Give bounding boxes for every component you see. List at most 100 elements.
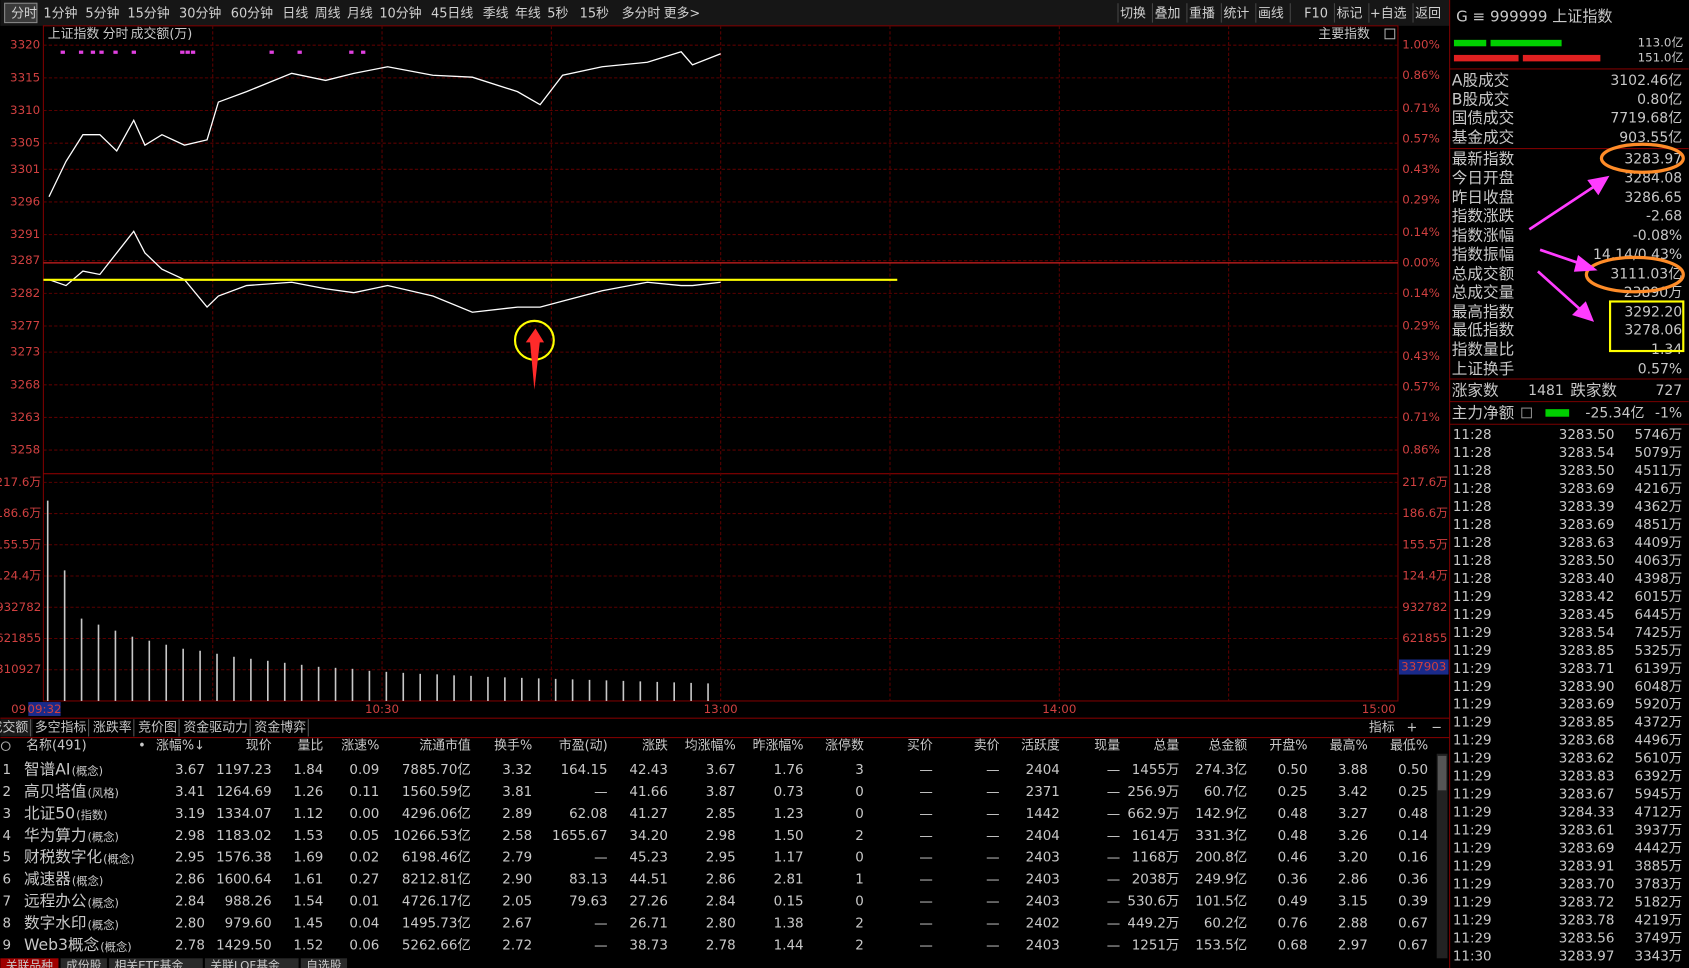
table-cell: — xyxy=(986,917,999,932)
tick-volume: 5945万 xyxy=(1635,788,1683,803)
row-name: 华为算力 xyxy=(24,825,86,844)
bottom-tab[interactable]: 相关ETF基金 xyxy=(114,958,183,968)
toolbar-item[interactable]: 5分钟 xyxy=(85,5,119,21)
indicator-button[interactable]: + xyxy=(1407,720,1418,735)
indicator-button[interactable]: 指标 xyxy=(1369,720,1395,735)
table-header[interactable]: 现价 xyxy=(246,739,272,754)
toolbar-item[interactable]: 5秒 xyxy=(547,6,568,21)
toolbar-item[interactable]: 45日线 xyxy=(431,6,473,21)
toolbar-item[interactable]: +自选 xyxy=(1370,6,1407,21)
row-number: 6 xyxy=(2,873,11,888)
table-cell: 4726.17亿 xyxy=(402,894,471,910)
table-header[interactable]: 换手% xyxy=(494,739,532,754)
table-header[interactable]: 卖价 xyxy=(974,739,1000,754)
toolbar-item[interactable]: 切换 xyxy=(1120,6,1146,21)
toolbar-item[interactable]: 60分钟 xyxy=(231,5,273,21)
table-cell: 3.41 xyxy=(175,785,205,800)
index-button[interactable]: 主要指数 xyxy=(1318,27,1370,42)
scrollbar-thumb[interactable] xyxy=(1437,755,1447,791)
quote-header-bg xyxy=(1449,0,1689,31)
toolbar-item[interactable]: 15分钟 xyxy=(127,5,169,21)
breadth-label: 跌家数 xyxy=(1570,381,1617,399)
toolbar-item[interactable]: 画线 xyxy=(1258,6,1284,21)
toolbar-item[interactable]: F10 xyxy=(1304,6,1328,21)
table-cell: 44.51 xyxy=(629,873,667,888)
toolbar-item[interactable]: 15秒 xyxy=(580,6,609,21)
toolbar-item[interactable]: 返回 xyxy=(1415,6,1441,21)
scrollbar[interactable] xyxy=(1436,753,1448,959)
volume-title: 成交额(万) xyxy=(131,26,193,42)
indicator-button[interactable]: − xyxy=(1431,720,1442,735)
table-header[interactable]: 涨跌 xyxy=(642,738,668,754)
tick-volume: 4219万 xyxy=(1635,914,1683,929)
table-header[interactable]: 名称(491) xyxy=(26,738,87,754)
indicator-tab[interactable]: 涨跌率 xyxy=(93,719,132,735)
table-header[interactable]: 最低% xyxy=(1390,739,1428,754)
table-header[interactable]: 总金额 xyxy=(1208,738,1247,754)
y2-tick-label: 0.71% xyxy=(1402,101,1440,115)
indicator-tab[interactable]: 资金驱动力 xyxy=(183,719,248,735)
table-cell: 1.38 xyxy=(774,917,804,932)
table-cell: 3.87 xyxy=(706,785,736,800)
table-header[interactable]: 现量 xyxy=(1094,739,1120,754)
table-header[interactable]: 最高% xyxy=(1330,738,1368,754)
indicator-tab[interactable]: 竞价图 xyxy=(138,719,177,735)
table-header[interactable]: 昨涨幅% xyxy=(753,739,804,754)
toolbar-item[interactable]: 季线 xyxy=(483,6,509,21)
table-header[interactable]: 涨停数 xyxy=(825,738,864,754)
table-header[interactable]: 均涨幅% xyxy=(685,739,736,754)
table-header[interactable]: 涨速% xyxy=(341,739,379,754)
annotation-ellipse xyxy=(1599,142,1685,174)
toolbar-item[interactable]: 标记 xyxy=(1337,6,1363,21)
table-header[interactable]: 总量 xyxy=(1154,739,1180,754)
toolbar-item[interactable]: 30分钟 xyxy=(179,5,221,21)
tick-time: 11:29 xyxy=(1453,734,1492,749)
table-header[interactable]: 流通市值 xyxy=(419,738,471,754)
table-header[interactable]: 市盈(动) xyxy=(559,738,608,754)
toolbar-item[interactable]: 多分时 xyxy=(622,6,661,21)
toolbar-item[interactable]: 年线 xyxy=(515,6,541,21)
table-header[interactable]: 开盘% xyxy=(1269,738,1307,754)
tick-time: 11:29 xyxy=(1453,608,1492,623)
cursor-value: 337903 xyxy=(1401,660,1446,674)
bottom-tab[interactable]: 成份股 xyxy=(66,958,102,968)
toolbar-item[interactable]: 月线 xyxy=(347,6,373,21)
settings-icon[interactable] xyxy=(0,741,11,752)
volume-tick-label-right: 621855 xyxy=(1402,631,1447,645)
tick-price: 3283.97 xyxy=(1559,949,1615,964)
annotation-arrow xyxy=(1528,184,1597,231)
y-tick-label: 3305 xyxy=(10,136,40,150)
y2-tick-label: 0.57% xyxy=(1402,131,1440,145)
toolbar-item[interactable]: 重播 xyxy=(1189,5,1215,21)
toolbar-item[interactable]: 日线 xyxy=(282,6,308,21)
toolbar-item[interactable]: 统计 xyxy=(1224,6,1250,21)
row-name: Web3概念 xyxy=(24,935,100,954)
indicator-tab[interactable]: 资金博弈 xyxy=(254,719,306,735)
toolbar-item[interactable]: 更多> xyxy=(664,6,701,21)
indicator-tab[interactable]: 成交额 xyxy=(0,719,28,735)
ratio-bar xyxy=(1522,54,1601,62)
table-cell: 1.50 xyxy=(774,829,804,844)
volume-tick-label: 217.6万 xyxy=(0,475,41,489)
panel-toggle[interactable] xyxy=(1384,28,1396,40)
table-header[interactable]: 买价 xyxy=(907,739,933,754)
annotation-arrows xyxy=(1528,175,1610,322)
toolbar-item[interactable]: 1分钟 xyxy=(43,5,77,21)
bottom-tab[interactable]: 关联LOF基金 xyxy=(210,958,280,968)
toolbar-item[interactable]: 分时 xyxy=(11,6,37,21)
table-header[interactable]: 涨幅%↓ xyxy=(156,739,205,754)
table-cell: 3.67 xyxy=(706,763,736,778)
toolbar-item[interactable]: 叠加 xyxy=(1155,6,1181,21)
table-header[interactable]: 量比 xyxy=(298,739,324,754)
bottom-tab[interactable]: 自选股 xyxy=(306,958,342,968)
table-header[interactable]: 活跃度 xyxy=(1021,738,1060,754)
toolbar-item[interactable]: 周线 xyxy=(315,6,341,21)
flow-icon[interactable] xyxy=(1521,407,1533,419)
volume-tick-label-right: 155.5万 xyxy=(1402,537,1448,551)
y2-tick-label: 0.14% xyxy=(1402,225,1440,239)
table-cell: 530.6万 xyxy=(1127,895,1179,910)
toolbar-item[interactable]: 10分钟 xyxy=(379,5,421,21)
bottom-tab[interactable]: 关联品种 xyxy=(6,958,53,968)
indicator-tab[interactable]: 多空指标 xyxy=(35,720,87,735)
table-cell: 0.06 xyxy=(349,939,379,954)
